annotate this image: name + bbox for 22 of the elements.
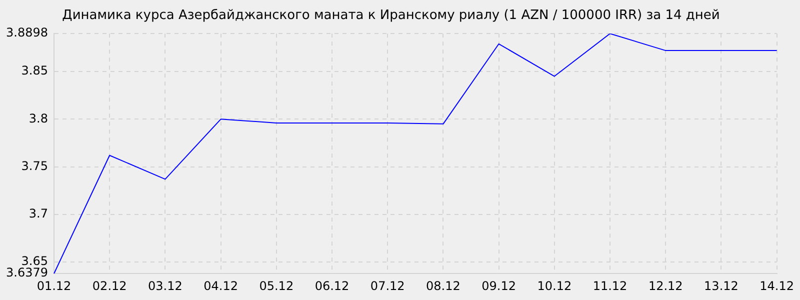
x-tick-label: 04.12 [204,278,238,293]
y-tick-label: 3.75 [21,158,48,173]
y-tick-label: 3.7 [28,206,48,221]
chart-title: Динамика курса Азербайджанского маната к Иранскому риалу (1 AZN / 100000 IRR) за 14 дней [62,8,720,24]
x-tick-label: 01.12 [36,278,72,293]
x-tick-label: 10.12 [537,278,572,293]
x-tick-label: 12.12 [648,278,683,293]
y-tick-label: 3.6379 [6,266,48,280]
x-tick-label: 06.12 [314,278,350,293]
y-tick-label: 3.65 [21,254,48,268]
x-tick-label: 07.12 [370,278,405,293]
x-tick-label: 05.12 [259,278,294,293]
x-tick-label: 14.12 [760,278,794,293]
x-tick-label: 11.12 [592,278,628,293]
x-tick-label: 08.12 [426,278,460,293]
x-tick-label: 02.12 [92,278,127,293]
x-tick-label: 03.12 [148,278,182,293]
y-tick-label: 3.8 [28,111,48,126]
y-tick-label: 3.85 [21,64,48,78]
x-tick-label: 09.12 [482,278,516,293]
y-tick-label: 3.8898 [6,26,48,40]
x-tick-label: 13.12 [704,278,738,293]
